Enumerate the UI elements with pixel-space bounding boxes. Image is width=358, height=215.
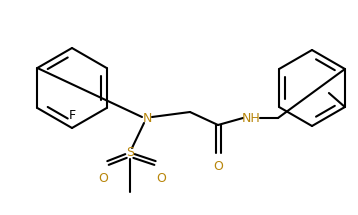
Text: S: S xyxy=(126,146,134,160)
Text: O: O xyxy=(213,160,223,173)
Text: O: O xyxy=(156,172,166,185)
Text: NH: NH xyxy=(242,112,260,124)
Text: F: F xyxy=(68,109,76,122)
Text: O: O xyxy=(98,172,108,185)
Text: N: N xyxy=(142,112,152,124)
